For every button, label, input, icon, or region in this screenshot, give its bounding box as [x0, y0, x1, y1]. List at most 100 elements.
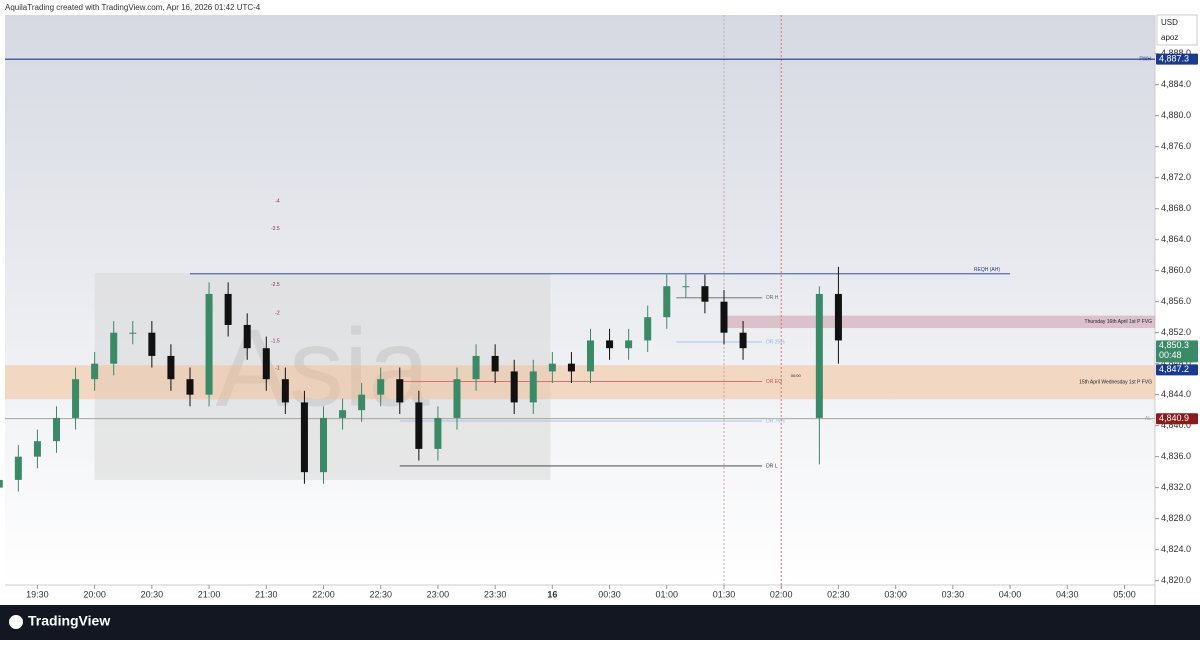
candle-body	[110, 332, 118, 364]
x-tick-label: 01:30	[713, 589, 736, 599]
candle-body	[720, 301, 728, 333]
candle-body	[0, 479, 3, 488]
fib-label: -2	[275, 311, 280, 317]
y-tick-label: 4,856.0	[1161, 296, 1191, 306]
level-label: DR H	[766, 295, 779, 301]
y-tick-label: 4,872.0	[1161, 172, 1191, 182]
fib-label: -2.5	[271, 282, 280, 288]
candle-body	[606, 340, 614, 349]
candle-body	[491, 355, 499, 372]
x-tick-label: 22:30	[369, 589, 392, 599]
candle-body	[739, 332, 747, 349]
y-tick-label: 4,852.0	[1161, 327, 1191, 337]
candle-body	[33, 441, 41, 457]
brand: TradingView	[28, 613, 110, 629]
candle-body	[167, 355, 175, 380]
candle-body	[377, 379, 385, 395]
level-label: REQH (AH)	[974, 267, 1000, 273]
level-label: PWH	[1139, 56, 1151, 62]
x-tick-label: 23:00	[427, 589, 450, 599]
candle-body	[129, 332, 137, 334]
x-tick-label: 05:00	[1113, 589, 1136, 599]
x-tick-label: 22:00	[312, 589, 335, 599]
candle-body	[243, 324, 251, 349]
x-tick-label: 01:00	[656, 589, 679, 599]
y-tick-label: 4,832.0	[1161, 482, 1191, 492]
price-badge-label: 4,847.2	[1159, 364, 1189, 374]
x-tick-label: 16	[547, 589, 557, 599]
price-badge	[1156, 413, 1198, 425]
candle-body	[319, 417, 327, 473]
y-tick-label: 4,828.0	[1161, 513, 1191, 523]
y-tick-label: 4,824.0	[1161, 544, 1191, 554]
candle-body	[510, 371, 518, 403]
y-tick-label: 4,880.0	[1161, 110, 1191, 120]
price-badge-label: 4,840.9	[1159, 413, 1189, 423]
x-tick-label: 23:30	[484, 589, 507, 599]
x-tick-label: 21:30	[255, 589, 278, 599]
fvg-label: Thursday 16th April 1st P FVG	[1085, 319, 1153, 325]
footer	[0, 605, 1200, 640]
y-tick-label: 4,820.0	[1161, 575, 1191, 585]
y-tick-label: 4,844.0	[1161, 389, 1191, 399]
x-tick-label: 20:30	[141, 589, 164, 599]
candle-body	[91, 363, 99, 380]
x-tick-label: 03:30	[942, 589, 965, 599]
candle-body	[815, 293, 823, 418]
fvg-label: 15th April Wednesday 1st P FVG	[1079, 380, 1152, 386]
candle-body	[434, 417, 442, 449]
y-tick-label: 4,840.0	[1161, 420, 1191, 430]
logo	[9, 615, 23, 629]
x-tick-label: 20:00	[83, 589, 106, 599]
price-badge	[1156, 364, 1198, 376]
x-tick-label: 02:00	[770, 589, 793, 599]
marker-label: 00:00	[791, 373, 802, 378]
candle-body	[453, 379, 461, 418]
candle-body	[625, 340, 633, 349]
x-tick-label: 02:30	[827, 589, 850, 599]
candle-body	[682, 286, 690, 288]
fvg-zone	[723, 315, 1155, 329]
fib-label: -3.5	[271, 226, 280, 232]
session-label: Asia	[216, 307, 431, 430]
y-tick-label: 4,860.0	[1161, 265, 1191, 275]
candle-body	[396, 379, 404, 403]
level-label: DR 75%	[766, 418, 785, 424]
level-label: DR EQ	[766, 379, 782, 385]
candle-body	[224, 293, 232, 325]
header: AquilaTrading created with TradingView.c…	[5, 3, 261, 12]
candle-body	[834, 293, 842, 341]
candle-body	[148, 332, 156, 356]
candle-body	[14, 456, 22, 480]
fib-label: -1	[275, 366, 280, 372]
currency: USD	[1161, 18, 1178, 27]
candle-body	[262, 348, 270, 380]
fvg-zone	[5, 365, 1155, 400]
currency-box	[1156, 14, 1198, 46]
price-badge-label: 4,850.3	[1159, 340, 1189, 350]
level-label: DR 25%	[766, 339, 785, 345]
level-label: DR L	[766, 463, 778, 469]
x-tick-label: 03:00	[884, 589, 907, 599]
candle-body	[72, 379, 80, 418]
candle-body	[663, 286, 671, 318]
price-badge-countdown: 00:48	[1159, 350, 1182, 360]
price-badge-label: 4,887.3	[1159, 54, 1189, 64]
candle-body	[529, 371, 537, 403]
fib-label: -1.5	[271, 339, 280, 345]
candle-body	[472, 355, 480, 380]
y-tick-label: 4,876.0	[1161, 141, 1191, 151]
candle-body	[415, 402, 423, 449]
candle-body	[586, 340, 594, 372]
y-tick-label: 4,864.0	[1161, 234, 1191, 244]
y-tick-label: 4,868.0	[1161, 203, 1191, 213]
y-tick-label: 4,848.0	[1161, 358, 1191, 368]
candle-body	[281, 379, 289, 403]
candle-body	[644, 317, 652, 341]
candle-body	[300, 402, 308, 473]
candle-body	[186, 379, 194, 395]
x-tick-label: 00:30	[598, 589, 621, 599]
candle-body	[567, 363, 575, 372]
